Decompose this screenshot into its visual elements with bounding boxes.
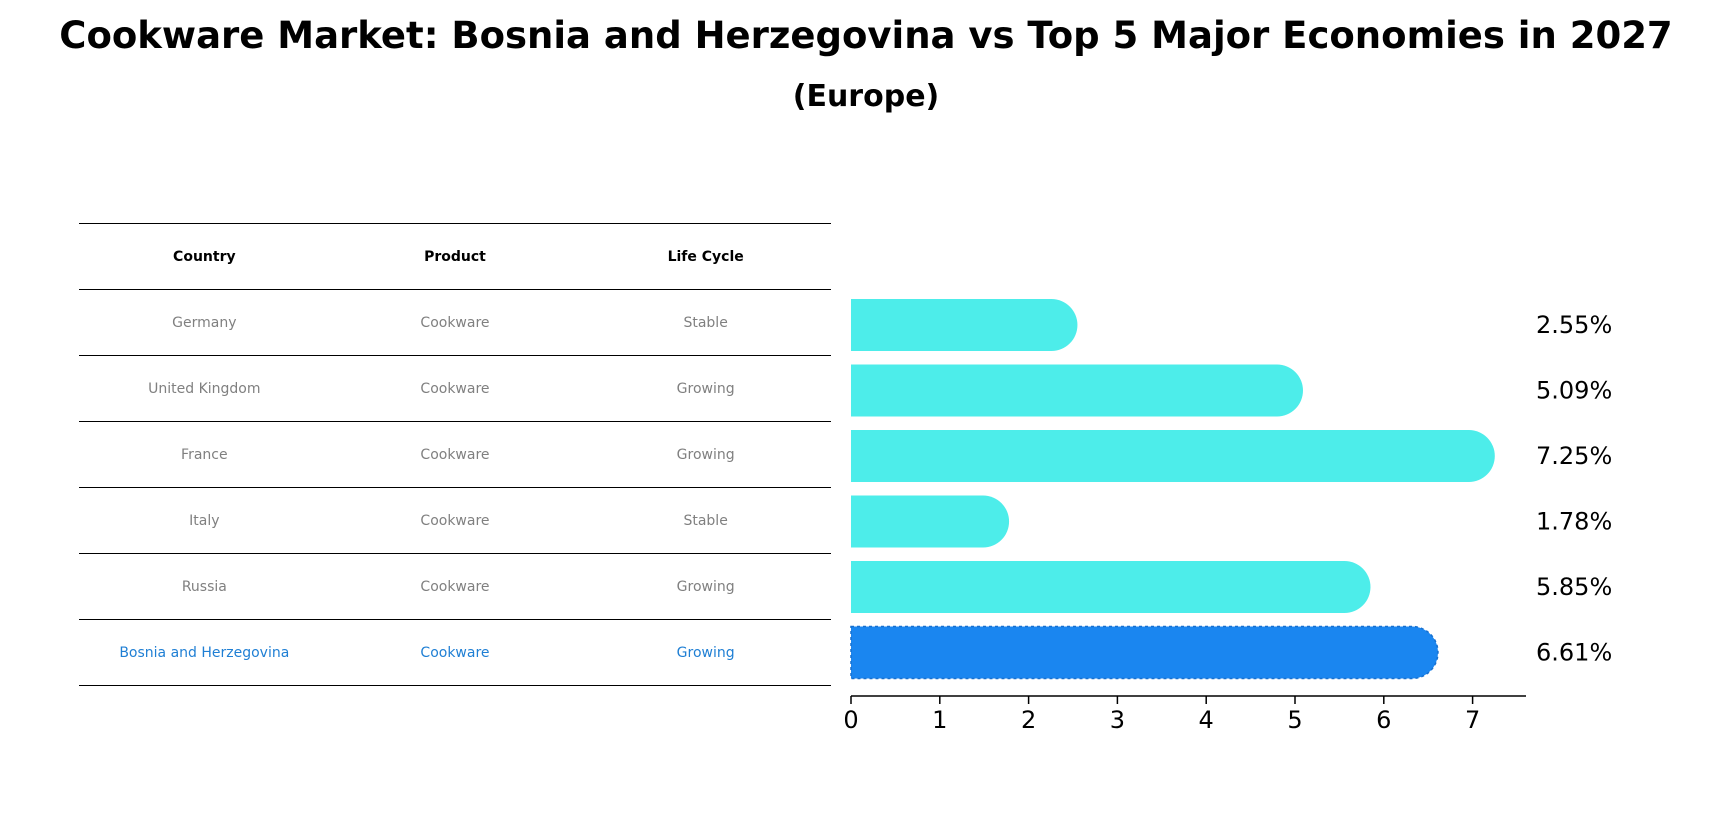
cell-country: Russia xyxy=(79,553,330,620)
bar-value-label: 5.09% xyxy=(1536,377,1612,405)
chart-title: Cookware Market: Bosnia and Herzegovina … xyxy=(59,14,1673,57)
x-tick-label: 2 xyxy=(1021,706,1036,734)
x-tick-label: 1 xyxy=(932,706,947,734)
bar xyxy=(851,364,1303,417)
cell-life-cycle: Growing xyxy=(580,619,831,686)
cell-country: France xyxy=(79,421,330,488)
cell-country: Germany xyxy=(79,289,330,356)
x-tick-label: 6 xyxy=(1376,706,1391,734)
cell-country: Italy xyxy=(79,487,330,554)
table-row-highlighted: Bosnia and Herzegovina Cookware Growing xyxy=(79,619,831,686)
bar-value-label: 2.55% xyxy=(1536,311,1612,339)
table-header-row: Country Product Life Cycle xyxy=(79,223,831,290)
table-row: Germany Cookware Stable xyxy=(79,289,831,356)
bar xyxy=(851,299,1078,351)
cell-life-cycle: Stable xyxy=(580,487,831,554)
table-row: France Cookware Growing xyxy=(79,421,831,488)
cell-life-cycle: Growing xyxy=(580,421,831,488)
bar xyxy=(851,430,1495,482)
cell-product: Cookware xyxy=(329,619,581,686)
x-tick-label: 5 xyxy=(1287,706,1302,734)
cell-life-cycle: Growing xyxy=(580,355,831,422)
header-product: Product xyxy=(329,223,581,290)
cell-product: Cookware xyxy=(329,289,581,356)
x-tick-label: 7 xyxy=(1465,706,1480,734)
x-tick-label: 0 xyxy=(843,706,858,734)
country-table: Country Product Life Cycle Germany Cookw… xyxy=(79,223,831,686)
bar-value-label: 7.25% xyxy=(1536,442,1612,470)
bar xyxy=(851,561,1371,613)
cell-product: Cookware xyxy=(329,487,581,554)
x-tick-label: 3 xyxy=(1110,706,1125,734)
header-country: Country xyxy=(79,223,330,290)
table-row: Italy Cookware Stable xyxy=(79,487,831,554)
x-tick-label: 4 xyxy=(1199,706,1214,734)
cell-country: United Kingdom xyxy=(79,355,330,422)
cell-life-cycle: Stable xyxy=(580,289,831,356)
cell-country: Bosnia and Herzegovina xyxy=(79,619,330,686)
chart-subtitle: (Europe) xyxy=(792,79,940,114)
table-row: Russia Cookware Growing xyxy=(79,553,831,620)
cell-life-cycle: Growing xyxy=(580,553,831,620)
header-life-cycle: Life Cycle xyxy=(580,223,831,290)
bar-value-label: 1.78% xyxy=(1536,508,1612,536)
bar xyxy=(851,495,1010,548)
bar-value-label: 6.61% xyxy=(1536,639,1612,667)
table-row: United Kingdom Cookware Growing xyxy=(79,355,831,422)
bar-value-label: 5.85% xyxy=(1536,573,1612,601)
bar-highlighted xyxy=(850,625,1439,680)
cell-product: Cookware xyxy=(329,355,581,422)
